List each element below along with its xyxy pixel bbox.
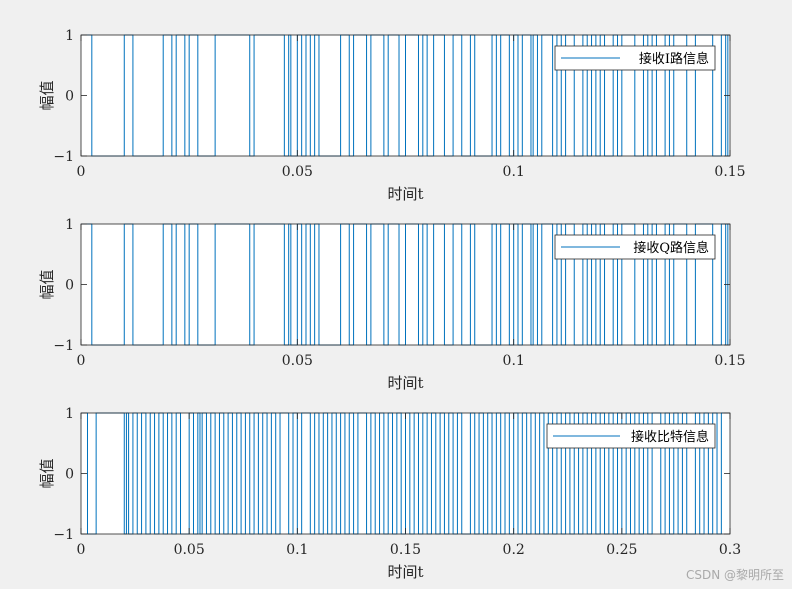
x-tick-label: 0.05 <box>174 542 205 558</box>
legend-label: 接收I路信息 <box>639 51 709 67</box>
legend: 接收比特信息 <box>546 423 716 449</box>
y-tick-label: 0 <box>65 467 74 483</box>
y-tick-label: 1 <box>65 217 74 233</box>
legend: 接收I路信息 <box>554 45 716 71</box>
x-tick-label: 0 <box>77 353 86 369</box>
y-tick-label: 0 <box>65 278 74 294</box>
y-tick-label: −1 <box>53 338 74 354</box>
y-tick-label: −1 <box>53 149 74 165</box>
x-tick-label: 0 <box>77 164 86 180</box>
y-tick-label: 0 <box>65 89 74 105</box>
x-tick-label: 0.25 <box>606 542 637 558</box>
x-tick-label: 0.15 <box>714 164 745 180</box>
x-tick-label: 0.1 <box>503 353 525 369</box>
y-axis-label: 幅值 <box>38 80 56 110</box>
legend-label: 接收Q路信息 <box>633 240 709 256</box>
watermark-text: CSDN @黎明所至 <box>685 568 784 582</box>
x-axis-label: 时间t <box>387 374 423 392</box>
legend: 接收Q路信息 <box>554 234 716 260</box>
y-tick-label: 1 <box>65 406 74 422</box>
y-tick-label: 1 <box>65 28 74 44</box>
x-tick-label: 0.05 <box>282 164 313 180</box>
x-axis-label: 时间t <box>387 185 423 203</box>
x-tick-label: 0.3 <box>719 542 741 558</box>
x-tick-label: 0.2 <box>503 542 525 558</box>
x-tick-label: 0 <box>77 542 86 558</box>
legend-label: 接收比特信息 <box>631 429 709 445</box>
x-tick-label: 0.1 <box>286 542 308 558</box>
x-axis-label: 时间t <box>387 563 423 581</box>
x-tick-label: 0.1 <box>503 164 525 180</box>
y-tick-label: −1 <box>53 527 74 543</box>
x-tick-label: 0.05 <box>282 353 313 369</box>
y-axis-label: 幅值 <box>38 458 56 488</box>
x-tick-label: 0.15 <box>390 542 421 558</box>
y-axis-label: 幅值 <box>38 269 56 299</box>
x-tick-label: 0.15 <box>714 353 745 369</box>
